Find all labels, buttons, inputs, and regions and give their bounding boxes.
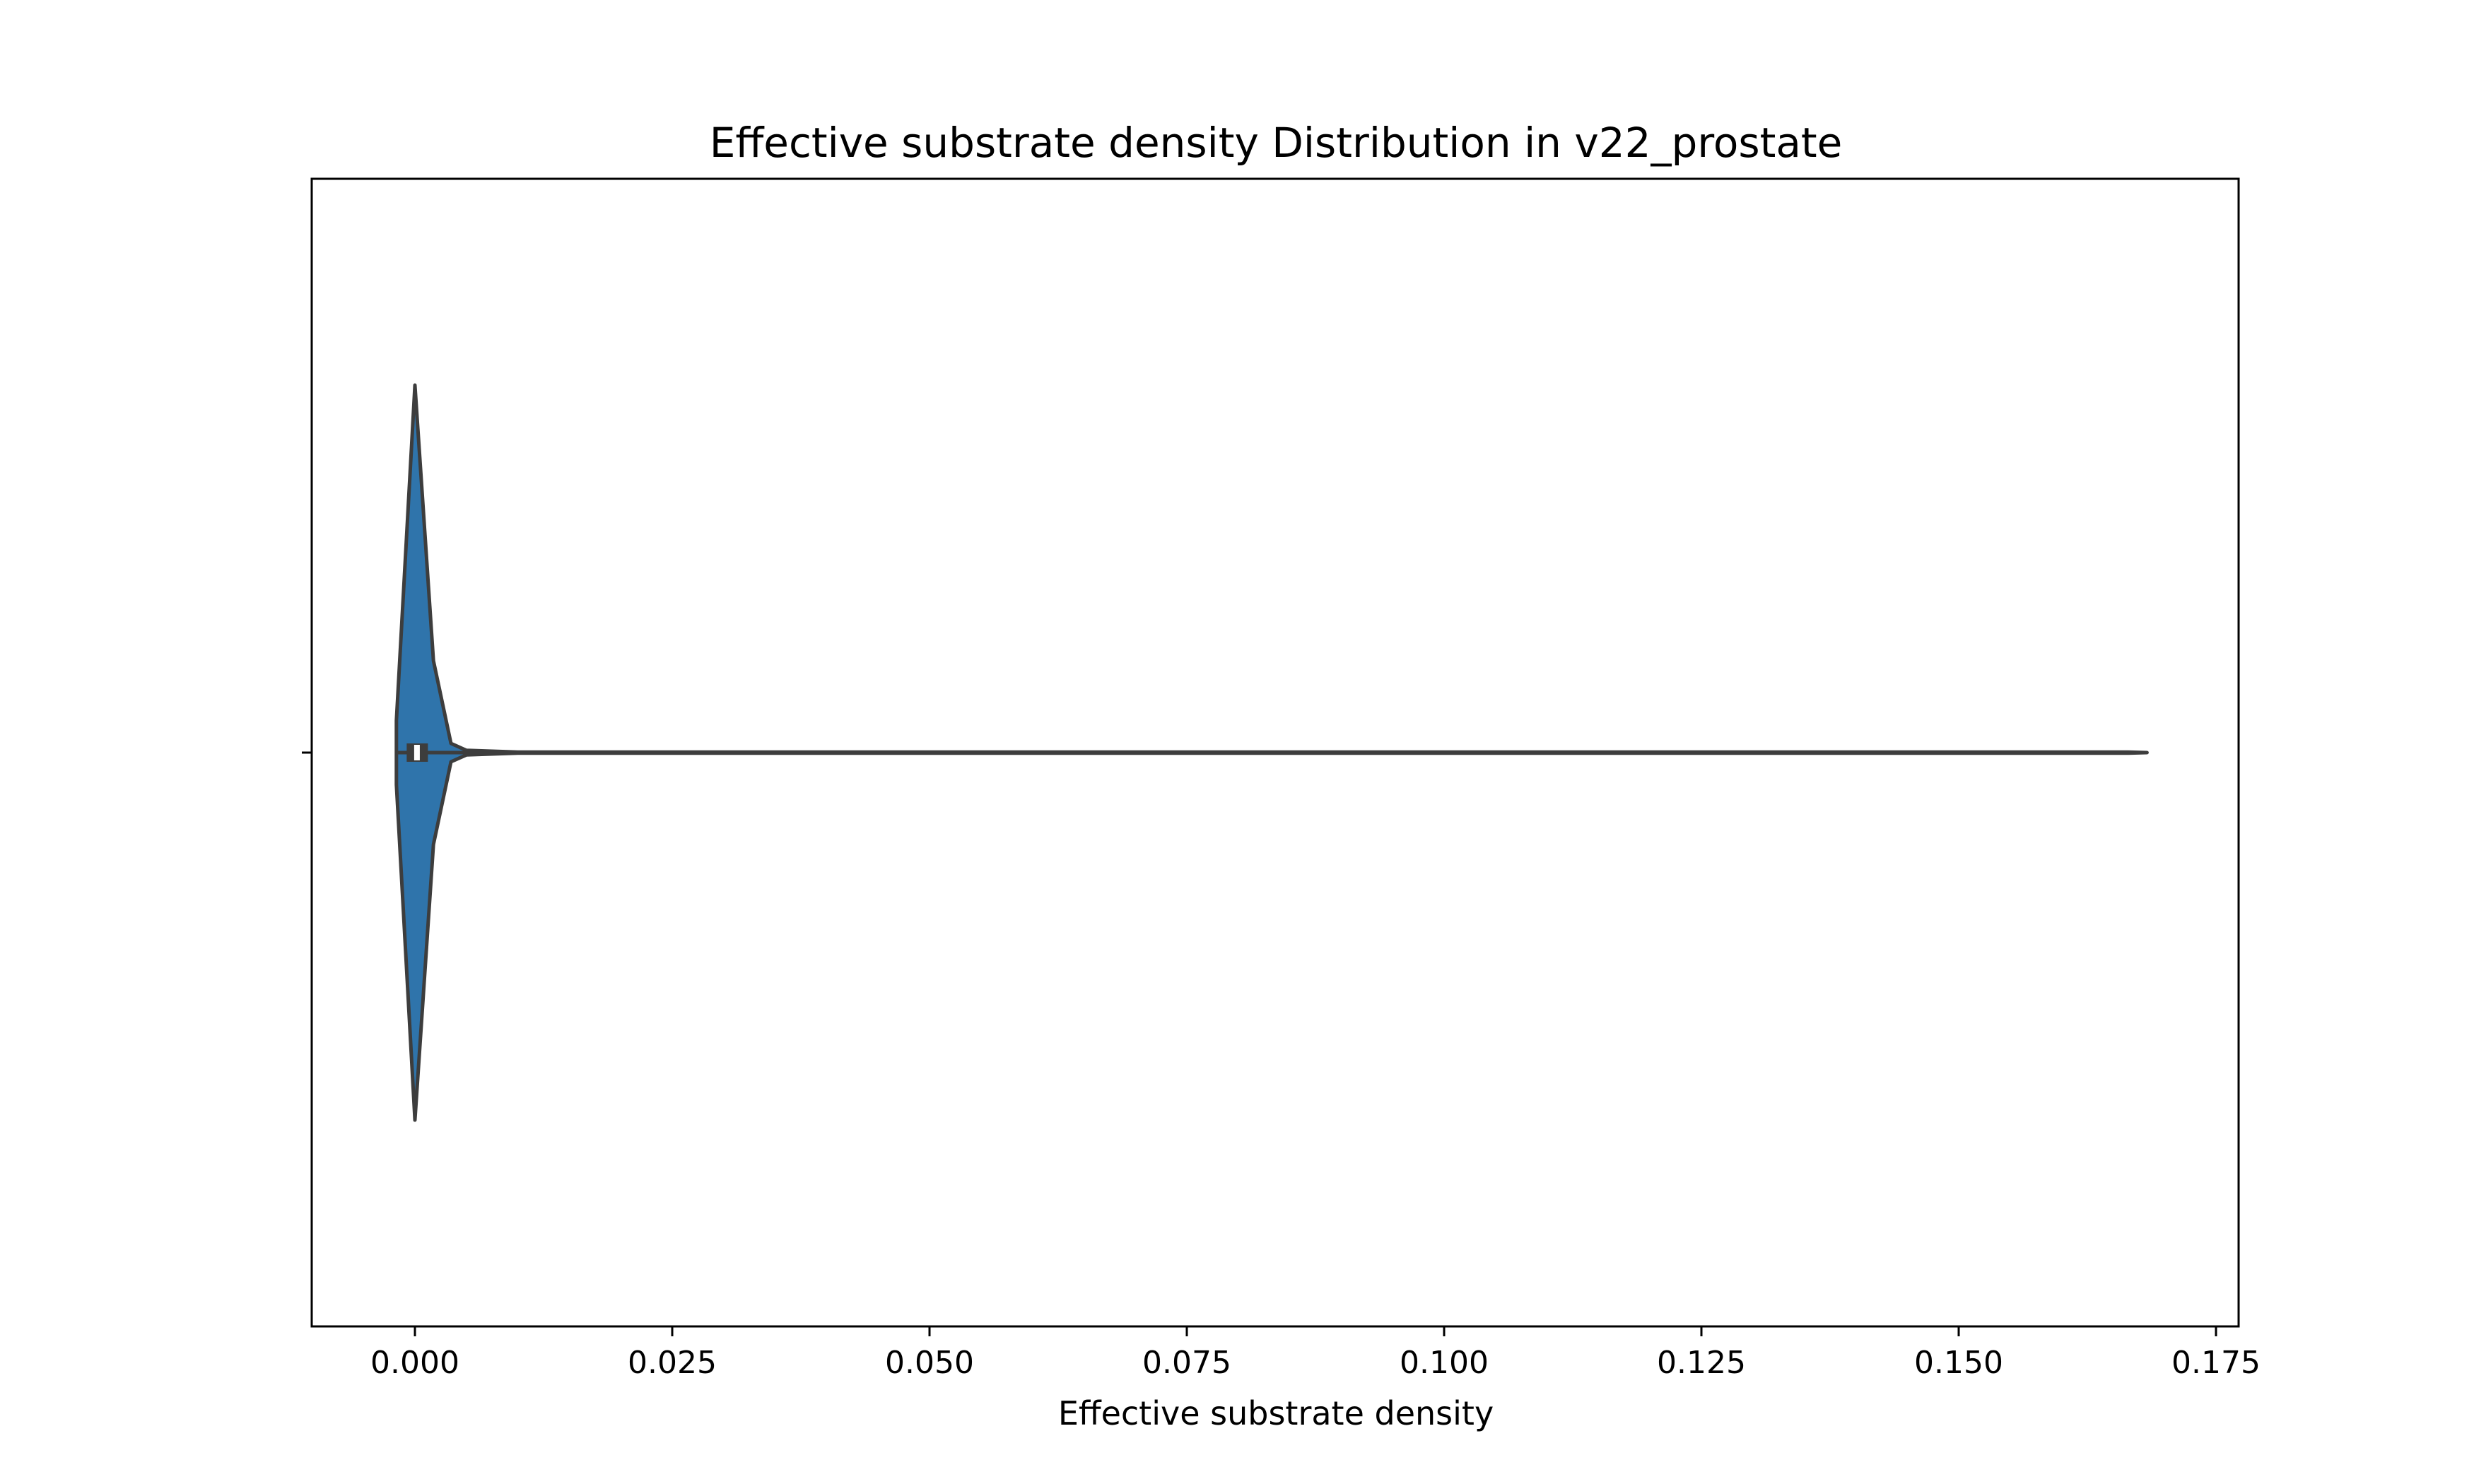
x-tick-label: 0.000 xyxy=(370,1345,459,1381)
x-tick-label: 0.050 xyxy=(885,1345,974,1381)
x-tick-label: 0.025 xyxy=(628,1345,717,1381)
x-axis-label: Effective substrate density xyxy=(1058,1394,1494,1432)
x-tick-label: 0.100 xyxy=(1400,1345,1489,1381)
x-tick-label: 0.150 xyxy=(1914,1345,2003,1381)
x-tick-label: 0.075 xyxy=(1142,1345,1231,1381)
x-tick-label: 0.175 xyxy=(2171,1345,2261,1381)
chart-title: Effective substrate density Distribution… xyxy=(710,119,1843,167)
x-axis: 0.000 0.025 0.050 0.075 0.100 0.125 0.150 0.175 xyxy=(370,1326,2261,1381)
x-tick-label: 0.125 xyxy=(1657,1345,1746,1381)
violin-median-marker xyxy=(414,745,420,760)
